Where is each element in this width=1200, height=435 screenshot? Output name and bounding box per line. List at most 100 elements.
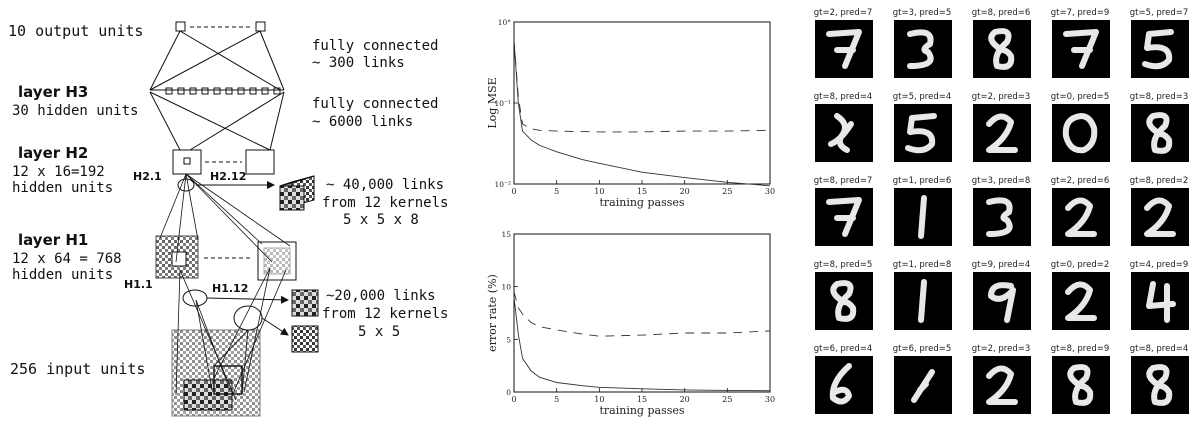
map-label-h1-12: H1.12: [212, 282, 248, 295]
digit-image: [894, 188, 952, 246]
digit-image: [815, 104, 873, 162]
dashed-series-line: [513, 291, 771, 337]
y-tick-label: 10°: [498, 18, 512, 27]
x-tick-label: 10: [594, 187, 604, 196]
digit-image: [1052, 104, 1110, 162]
sample-caption: gt=1, pred=6: [892, 176, 952, 186]
digit-stroke: [986, 113, 1018, 153]
fc1-line2: ~ 300 links: [312, 55, 405, 71]
solid-series-line: [513, 39, 771, 187]
digit-image: [894, 356, 952, 414]
digit-image: [815, 356, 873, 414]
layer-h3-desc: 30 hidden units: [12, 103, 138, 119]
sample-cell: gt=5, pred=4: [884, 92, 960, 176]
sample-caption: gt=8, pred=2: [1129, 176, 1189, 186]
kernels-5x5: [291, 289, 319, 353]
digit-stroke: [830, 280, 857, 322]
x-tick-label: 15: [637, 395, 647, 404]
sample-caption: gt=2, pred=3: [971, 344, 1031, 354]
sample-caption: gt=6, pred=5: [892, 344, 952, 354]
digit-image: [973, 188, 1031, 246]
digit-stroke: [826, 29, 862, 69]
fc-links-output: [149, 30, 285, 91]
sample-cell: gt=0, pred=2: [1042, 260, 1118, 344]
x-tick-label: 25: [722, 395, 732, 404]
output-layer: [175, 21, 266, 32]
digit-stroke: [826, 197, 862, 237]
x-tick-label: 20: [680, 395, 690, 404]
digit-image: [1131, 272, 1189, 330]
x-tick-label: 10: [594, 395, 604, 404]
dashed-series-line: [513, 39, 771, 133]
digit-image: [1052, 272, 1110, 330]
digit-stroke: [1142, 29, 1174, 70]
sample-caption: gt=9, pred=4: [971, 260, 1031, 270]
plot-frame: [513, 233, 771, 393]
input-units-label: 256 input units: [10, 360, 145, 378]
fc2-line1: fully connected: [312, 96, 438, 112]
y-tick-label: 15: [501, 230, 511, 239]
digit-image: [1131, 20, 1189, 78]
y-tick-label: 10: [501, 283, 511, 292]
digit-image: [973, 104, 1031, 162]
sample-cell: gt=8, pred=2: [1121, 176, 1197, 260]
digit-stroke: [1146, 112, 1173, 154]
sample-caption: gt=4, pred=9: [1129, 260, 1189, 270]
sample-caption: gt=8, pred=9: [1050, 344, 1110, 354]
sample-caption: gt=8, pred=4: [813, 92, 873, 102]
sample-caption: gt=8, pred=3: [1129, 92, 1189, 102]
digit-stroke: [1144, 197, 1176, 237]
layer-h1-title: layer H1: [18, 231, 88, 249]
sample-cell: gt=6, pred=5: [884, 344, 960, 428]
map-label-h1-1: H1.1: [124, 278, 153, 291]
solid-series-line: [513, 297, 771, 392]
y-axis-label: Log MSE: [486, 77, 499, 128]
digit-image: [815, 188, 873, 246]
digit-image: [815, 20, 873, 78]
sample-cell: gt=1, pred=8: [884, 260, 960, 344]
y-axis-label: error rate (%): [486, 274, 499, 352]
h3-layer: [165, 87, 281, 95]
digit-image: [1131, 356, 1189, 414]
digit-stroke: [1063, 29, 1099, 69]
digit-stroke: [918, 195, 927, 239]
fc-links-h3: [149, 91, 285, 151]
output-units-label: 10 output units: [8, 22, 143, 40]
fc1-line1: fully connected: [312, 38, 438, 54]
sample-caption: gt=6, pred=4: [813, 344, 873, 354]
sample-cell: gt=8, pred=4: [1121, 344, 1197, 428]
kernel1-line3: 5 x 5 x 8: [343, 212, 419, 228]
sample-cell: gt=2, pred=3: [963, 344, 1039, 428]
digit-stroke: [986, 365, 1018, 405]
kernel-arrows: [196, 181, 289, 336]
sample-cell: gt=8, pred=4: [805, 92, 881, 176]
layer-h2-line1: 12 x 16=192: [12, 164, 105, 180]
kernel2-line1: ~20,000 links: [326, 288, 436, 304]
sample-caption: gt=2, pred=3: [971, 92, 1031, 102]
sample-caption: gt=2, pred=7: [813, 8, 873, 18]
sample-cell: gt=9, pred=4: [963, 260, 1039, 344]
sample-caption: gt=1, pred=8: [892, 260, 952, 270]
digit-stroke: [829, 363, 852, 405]
digit-image: [1052, 188, 1110, 246]
sample-cell: gt=4, pred=9: [1121, 260, 1197, 344]
map-label-h2-12: H2.12: [210, 170, 246, 183]
digit-image: [894, 272, 952, 330]
sample-cell: gt=3, pred=5: [884, 8, 960, 92]
digit-image: [973, 356, 1031, 414]
digit-stroke: [1062, 113, 1098, 154]
sample-caption: gt=3, pred=5: [892, 8, 952, 18]
layer-h3-title: layer H3: [18, 83, 88, 101]
y-tick-label: 5: [506, 335, 511, 344]
sample-cell: gt=8, pred=6: [963, 8, 1039, 92]
sample-cell: gt=7, pred=9: [1042, 8, 1118, 92]
sample-cell: gt=2, pred=3: [963, 92, 1039, 176]
sample-caption: gt=0, pred=2: [1050, 260, 1110, 270]
x-axis-label: training passes: [599, 196, 684, 209]
sample-cell: gt=1, pred=6: [884, 176, 960, 260]
layer-h1-line1: 12 x 64 = 768: [12, 251, 122, 267]
x-axis-label: training passes: [599, 404, 684, 417]
kernel2-line2: from 12 kernels: [322, 306, 448, 322]
x-tick-label: 0: [511, 395, 516, 404]
